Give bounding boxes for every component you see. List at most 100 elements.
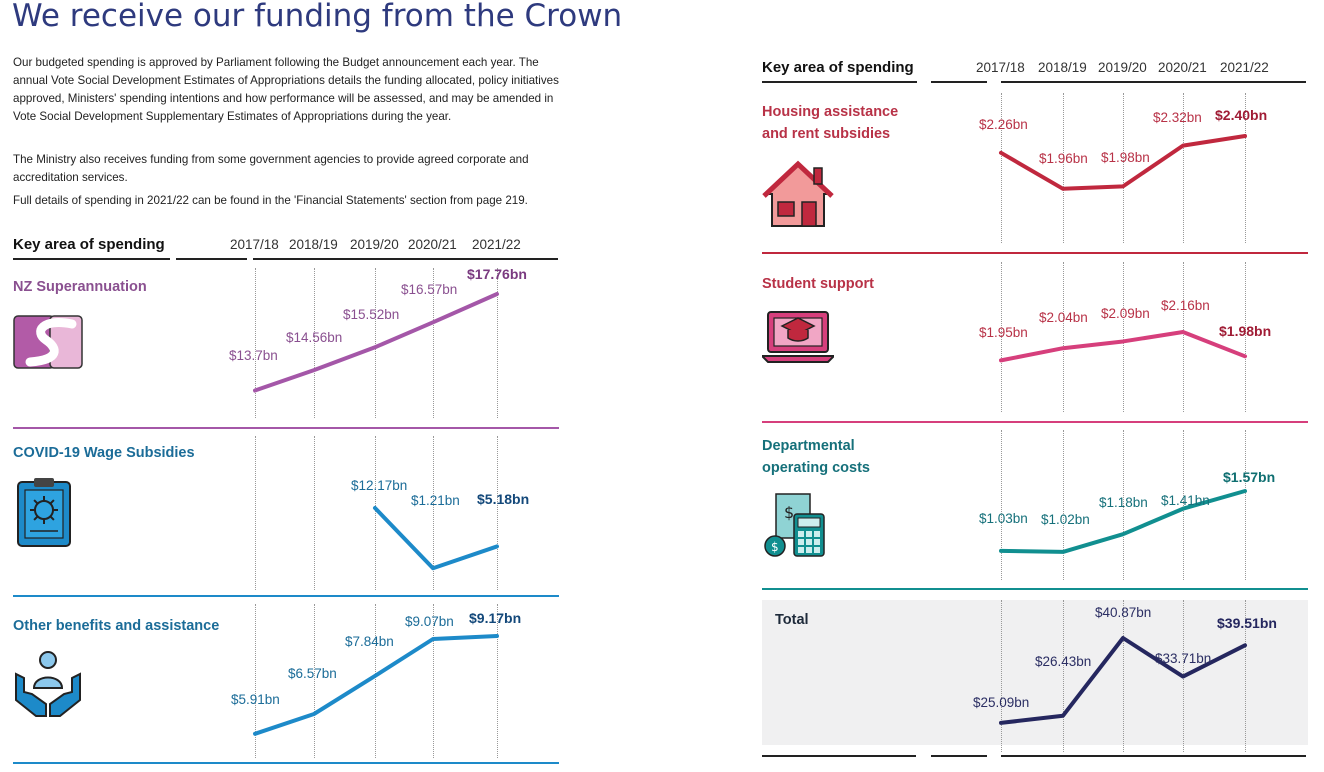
chart-2-gridline-3	[433, 604, 434, 758]
total-separator-3	[1001, 755, 1306, 757]
chart-4-separator	[762, 421, 1308, 423]
chart-3-title: Housing assistance and rent subsidies	[762, 104, 899, 142]
chart-4-line-svg	[999, 330, 1247, 363]
chart-5-gridline-0	[1001, 430, 1002, 580]
virus-spike	[33, 515, 39, 521]
chart-6-data-label-0: $25.09bn	[973, 695, 1030, 711]
chart-0-gridline-1	[314, 268, 315, 418]
superannuation-s-icon	[13, 315, 83, 369]
calculator-coins-icon: $$	[764, 493, 825, 557]
details-paragraph: Full details of spending in 2021/22 can …	[13, 194, 528, 207]
chart-6-series-line	[999, 636, 1247, 726]
chart-6-data-label-2: $40.87bn	[1095, 605, 1152, 621]
agency-paragraph: The Ministry also receives funding from …	[13, 153, 529, 184]
calc-display	[797, 517, 821, 528]
total-separator-2	[931, 755, 987, 757]
house-icon	[762, 160, 834, 227]
chart-4-title: Student support	[762, 276, 874, 292]
chart-5-data-label-4: $1.57bn	[1223, 469, 1276, 486]
chart-5-data-label-3: $1.41bn	[1161, 493, 1210, 509]
chart-4-gridline-1	[1063, 262, 1064, 412]
chart-1-gridline-3	[433, 436, 434, 590]
left-year-3: 2020/21	[408, 237, 457, 252]
chart-3-data-label-0: $2.26bn	[979, 116, 1028, 132]
chart-0-data-label-0: $13.7bn	[229, 348, 278, 364]
left-year-1: 2018/19	[289, 237, 338, 252]
person-body	[32, 676, 64, 689]
chart-3-separator	[762, 252, 1308, 254]
chart-3-gridline-2	[1123, 93, 1124, 243]
chart-2-gridline-4	[497, 604, 498, 758]
chart-5-series-line	[999, 489, 1247, 555]
grad-cap-base	[787, 330, 809, 342]
laptop-graduation-icon	[762, 311, 834, 363]
right-header-rule-2	[1001, 81, 1306, 83]
chart-3-gridline-3	[1183, 93, 1184, 243]
chart-3-gridline-1	[1063, 93, 1064, 243]
chart-0-gridline-4	[497, 268, 498, 418]
chart-5-data-label-0: $1.03bn	[979, 511, 1028, 527]
chart-1-gridline-2	[375, 436, 376, 590]
chart-2-data-label-0: $5.91bn	[231, 691, 280, 707]
chart-0-series-line	[253, 291, 499, 393]
chart-2-separator	[13, 762, 559, 764]
chart-6-gridline-1	[1063, 600, 1064, 752]
chart-5-data-label-1: $1.02bn	[1041, 512, 1090, 528]
right-year-1: 2018/19	[1038, 60, 1087, 75]
chart-4-data-label-3: $2.16bn	[1161, 298, 1210, 314]
left-year-0: 2017/18	[230, 237, 279, 252]
clipboard-clip	[34, 478, 54, 487]
left-year-4: 2021/22	[472, 237, 521, 252]
dollar-sign: $	[784, 503, 794, 522]
left-hand	[15, 672, 47, 717]
chart-0-separator	[13, 427, 559, 429]
chart-5-gridline-4	[1245, 430, 1246, 580]
chart-1-data-label-2: $12.17bn	[351, 478, 408, 494]
chart-1-gridline-1	[314, 436, 315, 590]
chart-1-gridline-0	[255, 436, 256, 590]
chart-3-data-label-3: $2.32bn	[1153, 109, 1202, 125]
chart-0-gridline-3	[433, 268, 434, 418]
chart-6-data-label-3: $33.71bn	[1155, 650, 1212, 666]
chart-2-gridline-0	[255, 604, 256, 758]
chart-4-gridline-0	[1001, 262, 1002, 412]
chart-6-title: Total	[775, 612, 809, 628]
chart-2-data-label-3: $9.07bn	[405, 613, 454, 629]
chart-1-data-label-3: $1.21bn	[411, 493, 460, 509]
chart-1-data-label-4: $5.18bn	[477, 490, 530, 507]
calc-key	[806, 531, 812, 537]
left-header-rule-1	[176, 258, 247, 260]
chart-4-data-label-1: $2.04bn	[1039, 310, 1088, 326]
calc-key	[806, 547, 812, 553]
chart-0-data-label-4: $17.76bn	[467, 265, 527, 282]
left-key-area-title: Key area of spending	[13, 236, 165, 253]
laptop-base	[762, 355, 834, 363]
clipboard-virus-icon	[17, 478, 71, 547]
chart-5-title: Departmental operating costs	[762, 438, 870, 476]
left-header-rule-2	[253, 258, 558, 260]
hands-person-icon	[15, 651, 81, 717]
chart-2-title: Other benefits and assistance	[13, 618, 220, 634]
chart-0-data-label-1: $14.56bn	[286, 329, 343, 345]
chart-3-gridline-0	[1001, 93, 1002, 243]
chart-2-gridline-2	[375, 604, 376, 758]
right-year-3: 2020/21	[1158, 60, 1207, 75]
chart-5-gridline-2	[1123, 430, 1124, 580]
chart-0-data-label-2: $15.52bn	[343, 306, 400, 322]
page-title: We receive our funding from the Crown	[12, 0, 623, 34]
chart-6-separator	[762, 755, 916, 757]
right-hand	[49, 672, 81, 717]
chart-5-line-svg	[999, 489, 1247, 555]
calc-key	[806, 539, 812, 545]
chart-5-gridline-3	[1183, 430, 1184, 580]
chart-2-gridline-1	[314, 604, 315, 758]
chart-5-separator	[762, 588, 1308, 590]
chart-4-gridline-3	[1183, 262, 1184, 412]
coin	[764, 535, 786, 557]
chart-0-title: NZ Superannuation	[13, 279, 147, 295]
left-year-2: 2019/20	[350, 237, 399, 252]
s-curve	[25, 318, 77, 367]
chart-4-data-label-4: $1.98bn	[1219, 323, 1272, 340]
calc-key	[814, 547, 820, 553]
house-window	[777, 201, 795, 217]
